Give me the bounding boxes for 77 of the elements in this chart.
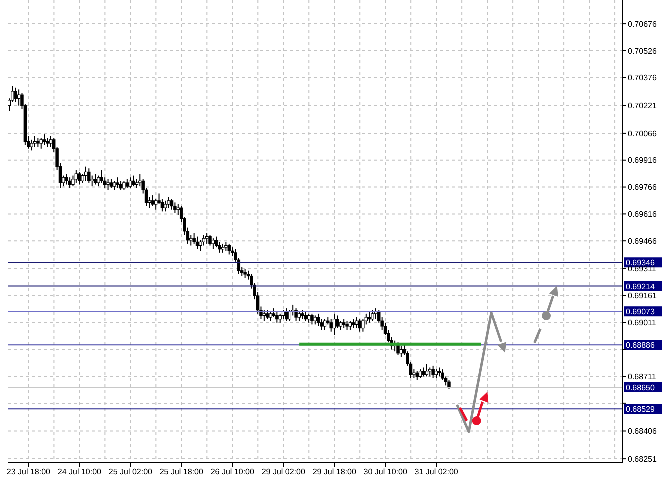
y-tick-label: 0.70526 (628, 46, 658, 56)
candlestick (432, 365, 435, 380)
candlestick (167, 196, 170, 209)
candlestick (90, 175, 94, 188)
candlestick (33, 136, 37, 148)
candlestick (49, 136, 53, 148)
candlestick (196, 236, 200, 250)
candlestick (400, 346, 404, 358)
candlestick (294, 308, 298, 322)
y-tick-label: 0.70221 (628, 102, 658, 110)
candlestick (228, 243, 231, 256)
candlestick (84, 166, 88, 182)
candlestick (68, 177, 72, 189)
x-tick-label: 26 Jul 10:00 (210, 468, 255, 477)
candlestick (374, 308, 378, 320)
y-tick-label: 0.69011 (628, 318, 657, 328)
y-tick-label: 0.70066 (628, 129, 658, 138)
candlestick (40, 138, 43, 150)
candlestick (88, 168, 91, 184)
y-tick-label: 0.70676 (628, 20, 658, 29)
candlestick (116, 177, 120, 189)
candlestick (14, 87, 18, 103)
y-tick-label: 0.68251 (628, 454, 658, 464)
ref-line-label: 0.68650 (626, 383, 656, 392)
candlestick (128, 177, 132, 189)
candlestick (138, 174, 142, 188)
candlestick (17, 89, 21, 106)
candlestick (30, 139, 34, 152)
ref-line-label: 0.68529 (626, 405, 656, 414)
x-tick-label: 29 Jul 18:00 (312, 468, 357, 477)
candlestick (358, 318, 362, 332)
candlestick (151, 195, 154, 207)
x-tick-label: 30 Jul 10:00 (364, 468, 408, 477)
candlestick (132, 175, 136, 188)
candlestick (94, 174, 98, 186)
candlestick (170, 198, 174, 210)
x-tick-label: 25 Jul 02:00 (108, 468, 154, 477)
y-tick-label: 0.69766 (628, 183, 658, 192)
ref-line-label: 0.69073 (626, 308, 656, 317)
candlestick (332, 313, 336, 336)
candlestick (310, 313, 314, 326)
candlestick (164, 200, 168, 212)
candlestick (371, 310, 374, 322)
candlestick (42, 134, 46, 146)
y-tick-label: 0.69616 (628, 210, 658, 220)
y-tick-label: 0.68406 (628, 427, 658, 436)
candlestick (316, 313, 320, 327)
candlestick (74, 170, 78, 184)
candlestick (330, 318, 333, 332)
x-tick-label: 25 Jul 18:00 (160, 468, 204, 477)
candlestick (368, 312, 372, 324)
candlestick (78, 172, 82, 186)
candlestick (208, 234, 212, 246)
candlestick (285, 308, 288, 322)
candlestick (336, 315, 340, 329)
ref-line-label: 0.69214 (626, 282, 656, 292)
candlestick (174, 202, 177, 214)
candlestick (65, 174, 68, 186)
candlestick (355, 317, 358, 329)
candlestick (425, 364, 429, 378)
y-tick-label: 0.69161 (628, 292, 658, 301)
x-tick-label: 24 Jul 10:00 (58, 468, 102, 477)
y-tick-label: 0.69466 (628, 236, 658, 246)
x-tick-label: 31 Jul 02:00 (414, 468, 459, 477)
y-tick-label: 0.69916 (628, 156, 658, 166)
candlestick (205, 232, 209, 244)
y-tick-label: 0.68711 (628, 372, 657, 382)
candlestick (106, 178, 110, 191)
candlestick (323, 318, 327, 331)
ref-line-label: 0.68886 (626, 341, 656, 350)
y-tick-label: 0.70376 (628, 74, 658, 83)
x-tick-label: 29 Jul 02:00 (262, 468, 306, 477)
candlestick (262, 310, 266, 322)
candlestick (276, 312, 279, 324)
y-tick-label: 0.69311 (628, 264, 657, 274)
x-tick-label: 23 Jul 18:00 (6, 468, 52, 477)
candlestick (212, 238, 216, 250)
